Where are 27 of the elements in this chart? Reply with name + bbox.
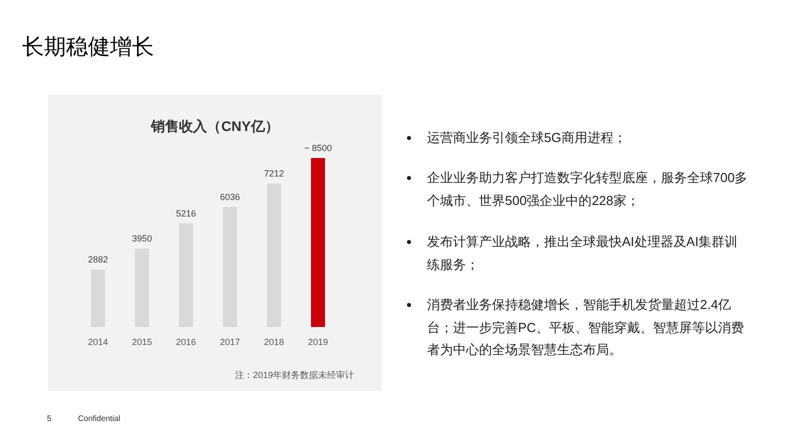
x-tick-label: 2018 bbox=[264, 337, 284, 347]
data-label: 7212 bbox=[264, 168, 284, 179]
text: 5 bbox=[47, 414, 52, 423]
data-label: 2882 bbox=[88, 254, 108, 265]
bar bbox=[91, 270, 105, 327]
data-label: 3950 bbox=[132, 233, 152, 244]
chart-title: 销售收入（CNY亿） bbox=[150, 118, 279, 134]
bar bbox=[223, 206, 237, 327]
bar bbox=[267, 184, 281, 327]
x-tick-label: 2019 bbox=[308, 337, 328, 347]
text: 注：2019年财务数据未经审计 bbox=[234, 370, 354, 380]
data-label: 5216 bbox=[176, 208, 196, 218]
x-tick-label: 2015 bbox=[132, 337, 152, 347]
data-label: ~ 8500 bbox=[304, 143, 332, 153]
x-tick-label: 2016 bbox=[176, 337, 196, 347]
text: 企业业务助力客户打造数字化转型底座，服务全球700多个城市、世界500强企业中的228家； bbox=[427, 169, 749, 210]
text: 消费者业务保持稳健增长，智能手机发货量超过2.4亿台；进一步完善PC、平板、智能穿戴、智慧屏等以消费者为中心的全场景智慧生态布局。 bbox=[427, 296, 746, 359]
bar bbox=[179, 223, 193, 327]
x-tick-label: 2014 bbox=[88, 337, 108, 347]
bar bbox=[311, 158, 325, 327]
text: Confidential bbox=[78, 414, 120, 423]
x-tick-label: 2017 bbox=[220, 337, 240, 347]
bar bbox=[135, 248, 149, 327]
data-label: 6036 bbox=[220, 192, 240, 202]
text: 发布计算产业战略，推出全球最快AI处理器及AI集群训练服务； bbox=[427, 233, 739, 274]
text: 运营商业务引领全球5G商用进程； bbox=[427, 129, 628, 147]
text: 长期稳健增长 bbox=[22, 33, 154, 61]
